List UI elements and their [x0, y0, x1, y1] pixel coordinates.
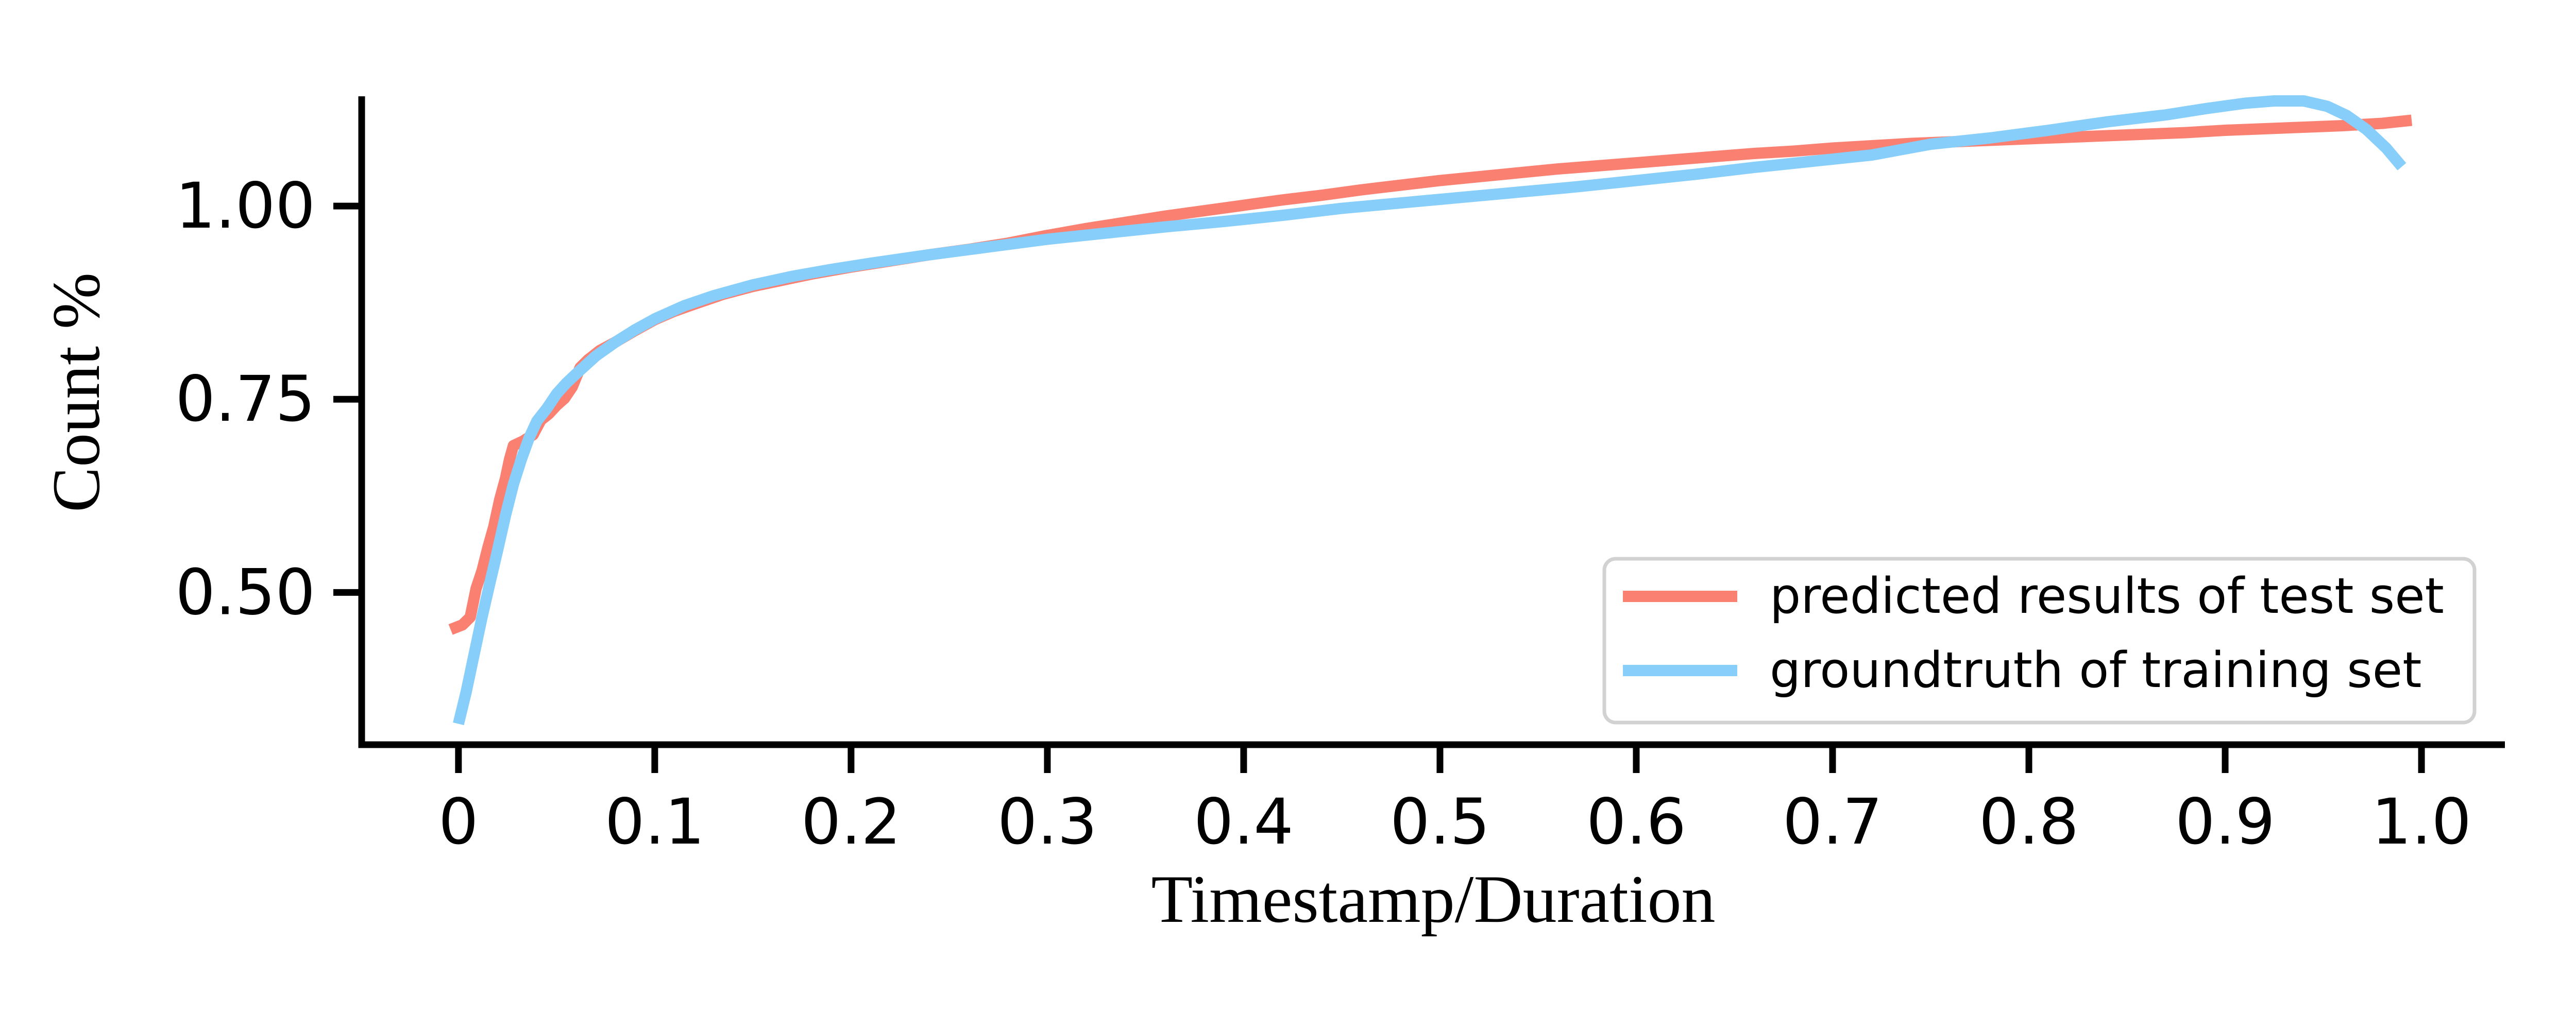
legend-label: predicted results of test set	[1770, 568, 2444, 625]
y-tick-label: 0.50	[175, 556, 315, 629]
legend-label: groundtruth of training set	[1770, 642, 2421, 699]
x-tick-label: 0.4	[1194, 785, 1294, 859]
x-axis-label: Timestamp/Duration	[1151, 861, 1715, 937]
x-tick-label: 0.2	[801, 785, 901, 859]
legend-item: groundtruth of training set	[1623, 642, 2421, 699]
x-tick-label: 1.0	[2371, 785, 2471, 859]
x-tick-label: 0.8	[1979, 785, 2079, 859]
x-tick-label: 0.9	[2175, 785, 2275, 859]
line-groundtruth-of-training-set	[453, 95, 2406, 726]
x-tick-label: 0.1	[605, 785, 705, 859]
x-tick-label: 0.7	[1783, 785, 1883, 859]
y-axis-label: Count %	[38, 272, 114, 512]
legend: predicted results of test set groundtruth…	[1602, 557, 2477, 725]
legend-item: predicted results of test set	[1623, 568, 2444, 625]
y-tick-label: 1.00	[175, 169, 315, 243]
curves	[448, 95, 2413, 726]
x-tick-label: 0.6	[1586, 785, 1686, 859]
axes: 0.50 0.75 1.00 0 0.1 0.2 0.3 0.4 0.5 0.6 0.7 0.8 0.9…	[175, 96, 2505, 859]
y-tick-label: 0.75	[175, 363, 315, 436]
legend-box	[1602, 557, 2477, 725]
x-tick-label: 0.3	[997, 785, 1097, 859]
x-tick-label: 0.5	[1390, 785, 1490, 859]
x-tick-label: 0	[438, 785, 479, 859]
